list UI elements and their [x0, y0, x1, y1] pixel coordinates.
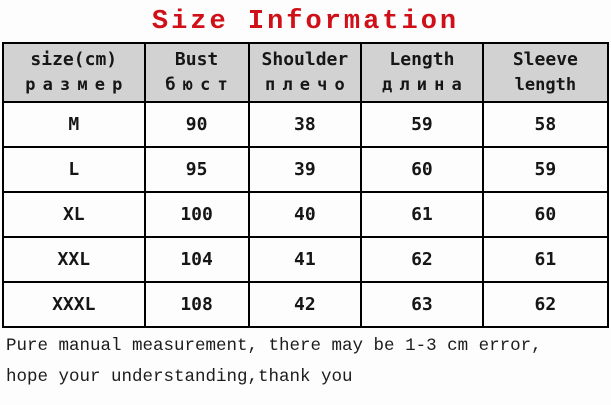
- header-row: size(cm) размер Bust бюст Shoulder плечо…: [2, 42, 610, 103]
- size-table-body: M 90 38 59 58 L 95 39 60 59 XL 100 40 61…: [2, 101, 610, 328]
- cell-size: XXL: [2, 236, 146, 283]
- col-header-bust: Bust бюст: [143, 42, 250, 103]
- col-header-length-en: Length: [389, 49, 455, 71]
- table-row-xl: XL 100 40 61 60: [2, 191, 610, 238]
- cell-size: M: [2, 101, 146, 148]
- cell-sleeve: 59: [481, 146, 610, 193]
- col-header-bust-ru: бюст: [165, 75, 235, 96]
- cell-size: XL: [2, 191, 146, 238]
- cell-length: 61: [360, 191, 484, 238]
- cell-bust: 100: [143, 191, 250, 238]
- col-header-length: Length длина: [360, 42, 484, 103]
- size-table: size(cm) размер Bust бюст Shoulder плечо…: [2, 42, 610, 328]
- cell-size: XXXL: [2, 281, 146, 328]
- cell-sleeve: 60: [481, 191, 610, 238]
- cell-bust: 104: [143, 236, 250, 283]
- col-header-size-ru: размер: [25, 75, 130, 96]
- size-table-header: size(cm) размер Bust бюст Shoulder плечо…: [2, 42, 610, 103]
- table-row-xxxl: XXXL 108 42 63 62: [2, 281, 610, 328]
- cell-shoulder: 42: [247, 281, 363, 328]
- cell-shoulder: 38: [247, 101, 363, 148]
- table-row-l: L 95 39 60 59: [2, 146, 610, 193]
- col-header-length-ru: длина: [382, 75, 469, 96]
- table-row-m: M 90 38 59 58: [2, 101, 610, 148]
- cell-size: L: [2, 146, 146, 193]
- col-header-shoulder-en: Shoulder: [261, 49, 349, 71]
- col-header-size-en: size(cm): [30, 49, 118, 71]
- cell-bust: 90: [143, 101, 250, 148]
- cell-sleeve: 62: [481, 281, 610, 328]
- cell-bust: 108: [143, 281, 250, 328]
- cell-length: 59: [360, 101, 484, 148]
- cell-shoulder: 40: [247, 191, 363, 238]
- col-header-size: size(cm) размер: [2, 42, 146, 103]
- cell-sleeve: 58: [481, 101, 610, 148]
- col-header-bust-en: Bust: [174, 49, 219, 71]
- col-header-shoulder: Shoulder плечо: [247, 42, 363, 103]
- measurement-note: Pure manual measurement, there may be 1-…: [6, 336, 611, 389]
- cell-shoulder: 39: [247, 146, 363, 193]
- cell-length: 63: [360, 281, 484, 328]
- measurement-note-line2: hope your understanding,thank you: [6, 366, 353, 387]
- col-header-sleeve-line1: Sleeve: [512, 49, 578, 71]
- table-row-xxl: XXL 104 41 62 61: [2, 236, 610, 283]
- measurement-note-line1: Pure manual measurement, there may be 1-…: [6, 336, 542, 356]
- page-title: Size Information: [151, 7, 460, 37]
- cell-shoulder: 41: [247, 236, 363, 283]
- col-header-sleeve-line2: length: [514, 75, 577, 96]
- cell-sleeve: 61: [481, 236, 610, 283]
- cell-length: 60: [360, 146, 484, 193]
- cell-bust: 95: [143, 146, 250, 193]
- col-header-sleeve: Sleeve length: [481, 42, 610, 103]
- col-header-shoulder-ru: плечо: [264, 75, 352, 96]
- cell-length: 62: [360, 236, 484, 283]
